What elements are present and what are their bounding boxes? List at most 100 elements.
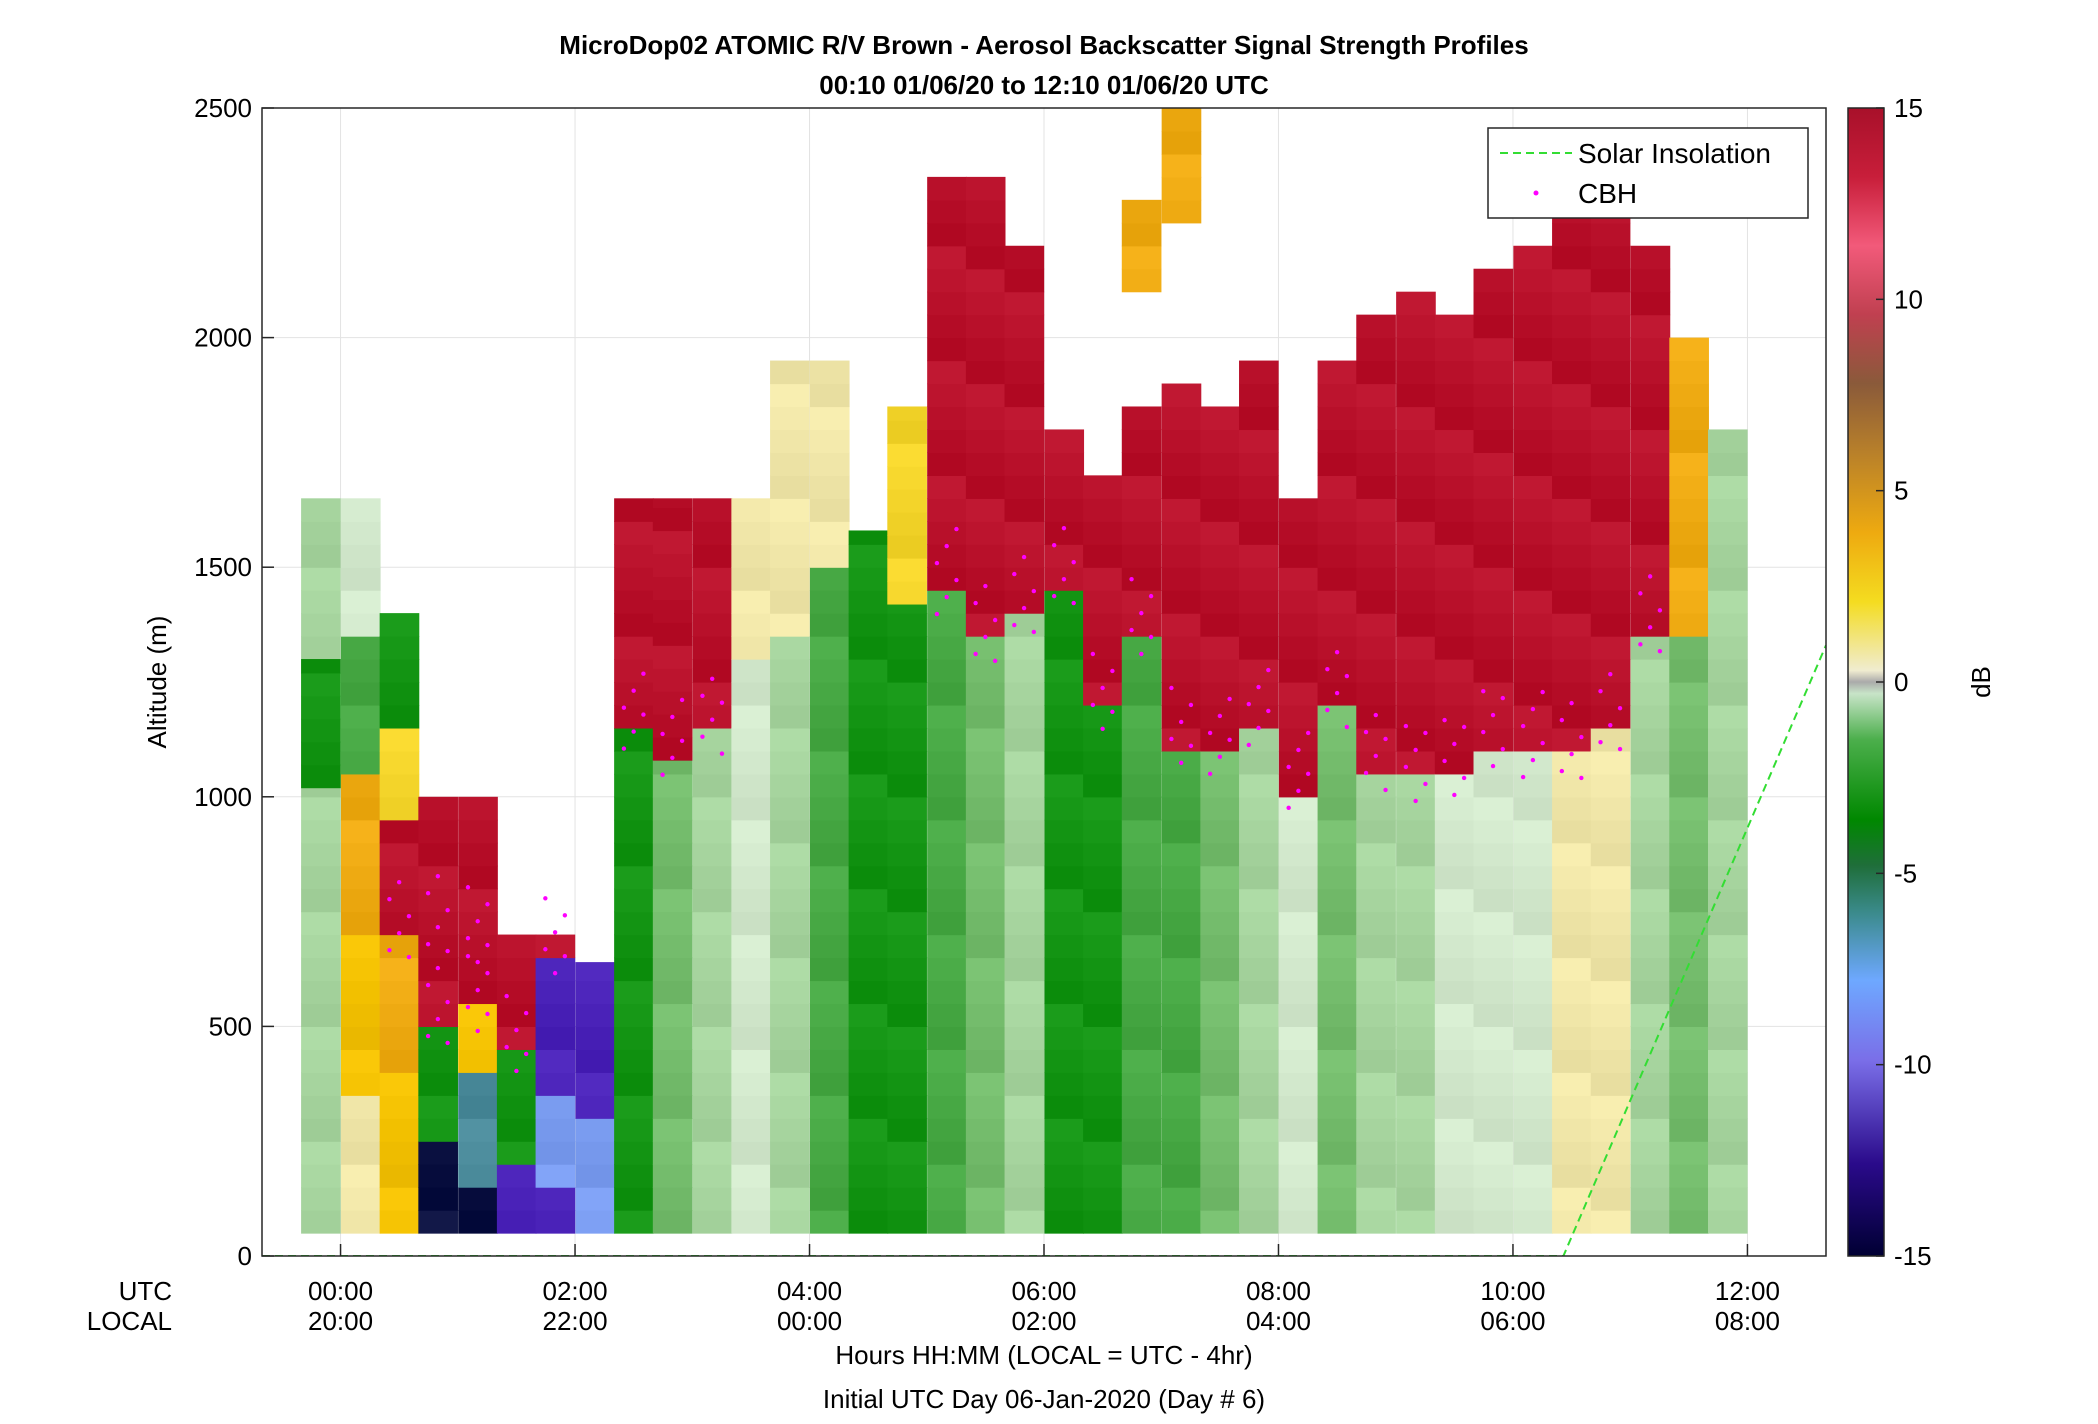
heatmap-cell: [575, 1118, 616, 1142]
heatmap-cell: [1161, 1095, 1202, 1119]
heatmap-cell: [1121, 498, 1162, 522]
heatmap-cell: [1630, 1118, 1671, 1142]
cbh-point: [719, 700, 725, 705]
heatmap-cell: [1552, 1210, 1592, 1234]
heatmap-cell: [1317, 727, 1358, 752]
heatmap-cell: [1473, 796, 1514, 821]
legend: Solar Insolation CBH: [1487, 127, 1809, 219]
heatmap-cell: [1044, 498, 1085, 522]
heatmap-cell: [575, 1210, 616, 1234]
heatmap-cell: [614, 750, 654, 775]
heatmap-cell: [887, 603, 927, 614]
heatmap-cell: [1552, 842, 1592, 867]
heatmap-cell: [1513, 1072, 1554, 1096]
x-axis-label-day: Initial UTC Day 06-Jan-2020 (Day # 6): [823, 1384, 1265, 1414]
heatmap-cell: [301, 1072, 341, 1096]
heatmap-cell: [1356, 544, 1396, 568]
heatmap-cell: [1004, 1049, 1045, 1073]
heatmap-cell: [692, 865, 733, 890]
heatmap-cell: [1473, 888, 1514, 913]
heatmap-cell: [1083, 544, 1123, 568]
heatmap-cell: [652, 622, 693, 646]
heatmap-cell: [1239, 521, 1279, 545]
heatmap-cell: [1239, 1003, 1279, 1027]
heatmap-cell: [1239, 1072, 1279, 1096]
heatmap-cell: [652, 1210, 693, 1234]
cbh-point: [1256, 684, 1261, 690]
heatmap-cell: [1434, 1210, 1475, 1234]
heatmap-cell: [1356, 842, 1396, 867]
heatmap-cell: [614, 1118, 654, 1142]
heatmap-cell: [614, 1049, 654, 1073]
heatmap-cell: [809, 636, 850, 660]
heatmap-cell: [887, 1187, 927, 1211]
heatmap-cell: [1317, 957, 1358, 982]
heatmap-cell: [1396, 704, 1436, 729]
cbh-point: [700, 693, 705, 698]
heatmap-cell: [1004, 291, 1045, 316]
heatmap-cell: [1630, 1164, 1671, 1188]
heatmap-cell: [1356, 429, 1396, 453]
heatmap-cell: [1396, 796, 1436, 821]
heatmap-cell: [1239, 1095, 1279, 1119]
heatmap-cell: [1396, 613, 1436, 637]
cbh-point: [1012, 571, 1017, 577]
heatmap-cell: [1083, 475, 1123, 499]
heatmap-cell: [379, 773, 420, 798]
heatmap-cell: [1278, 1049, 1319, 1073]
heatmap-cell: [1630, 521, 1671, 545]
heatmap-cell: [1707, 498, 1748, 522]
cbh-point: [710, 676, 715, 681]
heatmap-cell: [770, 1095, 810, 1119]
heatmap-cell: [965, 957, 1006, 982]
heatmap-cell: [1590, 521, 1631, 545]
heatmap-cell: [340, 544, 381, 568]
heatmap-cell: [848, 659, 889, 683]
heatmap-cell: [340, 498, 381, 522]
cbh-point: [1559, 768, 1565, 774]
heatmap-cell: [1707, 590, 1748, 614]
heatmap-cell: [1630, 268, 1671, 293]
heatmap-cell: [652, 1072, 693, 1096]
heatmap-cell: [1317, 475, 1358, 499]
heatmap-cell: [1396, 1095, 1436, 1119]
heatmap-cell: [927, 1187, 967, 1211]
heatmap-cell: [965, 934, 1006, 959]
heatmap-cell: [692, 1095, 733, 1119]
heatmap-cell: [1004, 429, 1045, 453]
heatmap-cell: [1121, 222, 1162, 247]
cbh-point: [1207, 730, 1213, 736]
heatmap-cell: [1239, 452, 1279, 476]
heatmap-cell: [1513, 291, 1554, 316]
cbh-point: [1178, 760, 1184, 766]
cbh-point: [983, 634, 988, 640]
heatmap-cell: [1434, 475, 1475, 499]
heatmap-cell: [1121, 659, 1162, 683]
heatmap-cell: [1552, 773, 1592, 798]
heatmap-cell: [927, 1210, 967, 1234]
heatmap-cell: [1396, 1164, 1436, 1188]
heatmap-cell: [535, 1026, 576, 1050]
heatmap-cell: [1552, 727, 1592, 752]
heatmap-cell: [1590, 682, 1631, 706]
heatmap-cell: [848, 1049, 889, 1073]
heatmap-cell: [535, 1141, 576, 1165]
cbh-point: [475, 987, 480, 993]
heatmap-cell: [731, 1095, 772, 1119]
heatmap-cell: [340, 842, 381, 867]
heatmap-cell: [1396, 636, 1436, 660]
heatmap-cell: [1707, 727, 1748, 752]
cbh-point: [1227, 696, 1232, 702]
heatmap-cell: [458, 842, 498, 867]
heatmap-cell: [770, 704, 810, 729]
heatmap-cell: [1473, 1118, 1514, 1142]
heatmap-cell: [614, 1026, 654, 1050]
heatmap-cell: [1513, 452, 1554, 476]
heatmap-cell: [1707, 980, 1748, 1005]
heatmap-cell: [458, 1210, 498, 1234]
heatmap-cell: [652, 668, 693, 692]
heatmap-cell: [1669, 682, 1709, 706]
heatmap-cell: [692, 521, 733, 545]
heatmap-cell: [887, 1026, 927, 1050]
heatmap-cell: [1121, 1187, 1162, 1211]
